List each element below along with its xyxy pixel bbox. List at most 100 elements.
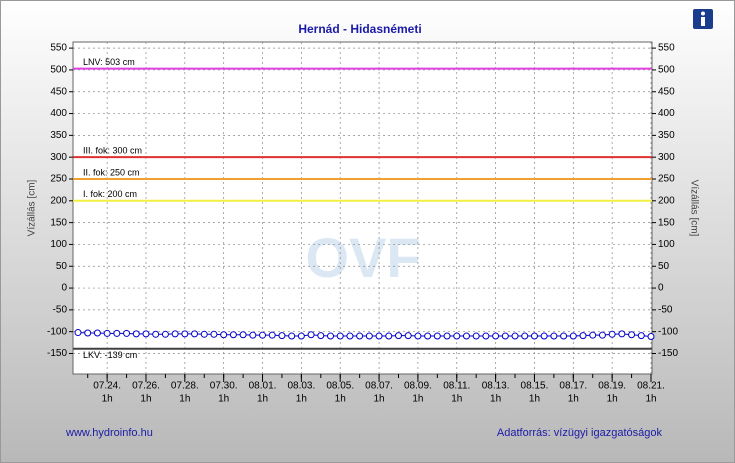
- data-point: [152, 330, 160, 338]
- data-point: [336, 332, 344, 340]
- y2-tick-label: -150: [658, 348, 678, 359]
- x-tick-label: 08.09.: [404, 381, 432, 392]
- data-point: [346, 332, 354, 340]
- data-point: [424, 332, 432, 340]
- data-point: [278, 332, 286, 340]
- data-point: [307, 331, 315, 339]
- y2-tick-label: 350: [658, 130, 675, 141]
- y2-tick-label: 300: [658, 152, 675, 163]
- data-point: [433, 332, 441, 340]
- y-tick-label: -100: [47, 326, 67, 337]
- data-point: [74, 329, 82, 337]
- ref-label: III. fok: 300 cm: [83, 146, 142, 156]
- data-point: [637, 332, 645, 340]
- x-tick-label: 08.05.: [326, 381, 354, 392]
- info-dot: [701, 11, 705, 16]
- x-tick-label: 08.03.: [287, 381, 315, 392]
- y2-tick-label: 400: [658, 108, 675, 119]
- x-tick-sublabel: 1h: [490, 394, 501, 405]
- data-point: [521, 332, 529, 340]
- x-tick-sublabel: 1h: [374, 394, 385, 405]
- data-point: [511, 332, 519, 340]
- data-point: [259, 331, 267, 339]
- ref-label: II. fok: 250 cm: [83, 167, 140, 177]
- y2-tick-label: 250: [658, 174, 675, 185]
- chart-title: Hernád - Hidasnémeti: [298, 22, 421, 36]
- y-tick-label: 250: [50, 174, 67, 185]
- y2-tick-label: -100: [658, 326, 678, 337]
- data-point: [618, 330, 626, 338]
- x-tick-sublabel: 1h: [451, 394, 462, 405]
- x-tick-label: 08.01.: [249, 381, 277, 392]
- data-point: [414, 332, 422, 340]
- y2-tick-label: 150: [658, 217, 675, 228]
- y2-tick-label: 450: [658, 86, 675, 97]
- data-point: [540, 332, 548, 340]
- x-tick-label: 08.07.: [365, 381, 393, 392]
- data-point: [200, 330, 208, 338]
- data-point: [530, 332, 538, 340]
- data-point: [239, 331, 247, 339]
- data-point: [123, 329, 131, 337]
- y2-tick-label: 0: [658, 283, 664, 294]
- data-point: [443, 332, 451, 340]
- data-point: [492, 332, 500, 340]
- data-point: [394, 332, 402, 340]
- y-tick-label: 0: [61, 283, 67, 294]
- data-point: [229, 331, 237, 339]
- y-tick-label: 500: [50, 65, 67, 76]
- x-tick-label: 08.17.: [559, 381, 587, 392]
- data-point: [288, 332, 296, 340]
- x-tick-label: 07.26.: [132, 381, 160, 392]
- y-tick-label: 200: [50, 195, 67, 206]
- data-point: [482, 332, 490, 340]
- ref-label: LNV: 503 cm: [83, 57, 135, 67]
- x-tick-sublabel: 1h: [218, 394, 229, 405]
- y2-tick-label: 550: [658, 43, 675, 54]
- data-point: [317, 332, 325, 340]
- data-point: [142, 330, 150, 338]
- ref-label: I. fok: 200 cm: [83, 189, 137, 199]
- x-tick-sublabel: 1h: [179, 394, 190, 405]
- y-tick-label: 150: [50, 217, 67, 228]
- x-tick-sublabel: 1h: [412, 394, 423, 405]
- y-tick-label: 550: [50, 43, 67, 54]
- watermark: OVF: [305, 226, 420, 289]
- info-icon[interactable]: [693, 9, 713, 29]
- y2-tick-label: 200: [658, 195, 675, 206]
- data-point: [84, 329, 92, 337]
- x-tick-label: 08.21.: [637, 381, 665, 392]
- x-tick-sublabel: 1h: [257, 394, 268, 405]
- data-point: [181, 330, 189, 338]
- x-tick-sublabel: 1h: [607, 394, 618, 405]
- data-point: [93, 329, 101, 337]
- data-point: [220, 331, 228, 339]
- data-point: [579, 332, 587, 340]
- x-tick-label: 08.13.: [482, 381, 510, 392]
- y-tick-label: 50: [56, 261, 68, 272]
- data-point: [171, 330, 179, 338]
- data-point: [297, 332, 305, 340]
- data-point: [404, 332, 412, 340]
- ref-label: LKV: -139 cm: [83, 350, 137, 360]
- plot-area: [72, 41, 653, 375]
- x-tick-sublabel: 1h: [529, 394, 540, 405]
- data-point: [103, 329, 111, 337]
- footer-link[interactable]: www.hydroinfo.hu: [65, 427, 153, 439]
- x-tick-sublabel: 1h: [335, 394, 346, 405]
- data-point: [501, 332, 509, 340]
- data-point: [608, 330, 616, 338]
- data-point: [560, 332, 568, 340]
- y2-tick-label: 50: [658, 261, 670, 272]
- y2-tick-label: 500: [658, 65, 675, 76]
- y-tick-label: 100: [50, 239, 67, 250]
- y2-axis-label: Vízállás [cm]: [688, 180, 699, 237]
- x-tick-sublabel: 1h: [568, 394, 579, 405]
- data-point: [472, 332, 480, 340]
- data-point: [161, 330, 169, 338]
- x-tick-sublabel: 1h: [645, 394, 656, 405]
- data-point: [327, 332, 335, 340]
- y-tick-label: 400: [50, 108, 67, 119]
- x-tick-label: 08.11.: [443, 381, 470, 392]
